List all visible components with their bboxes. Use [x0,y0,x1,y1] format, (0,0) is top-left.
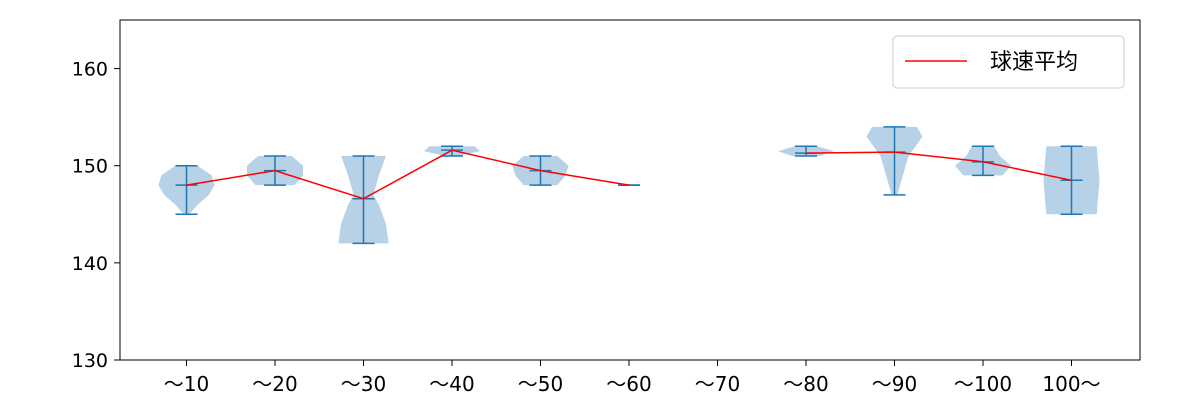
x-axis: ～10 ～20 ～30 ～40 ～50 ～60 ～70 ～80 ～90 ～100 100～ [164,360,1101,396]
y-tick-label-160: 160 [72,59,108,81]
x-tick-label-7: ～80 [783,372,828,396]
x-tick-label-4: ～50 [518,372,563,396]
x-tick-label-3: ～40 [429,372,474,396]
mean-line-segment-1 [805,151,1072,182]
x-tick-label-2: ～30 [341,372,386,396]
mean-line-segment-0 [186,149,630,200]
x-tick-label-5: ～60 [606,372,651,396]
y-axis: 130 140 150 160 [72,59,120,372]
y-tick-label-130: 130 [72,350,108,372]
x-tick-label-9: ～100 [954,372,1012,396]
plot-area-frame [119,19,1141,361]
legend: 球速平均 [892,35,1125,89]
whisker-layer [175,126,1083,245]
y-tick-label-150: 150 [72,156,108,178]
legend-box [892,35,1125,89]
x-tick-label-6: ～70 [695,372,740,396]
x-tick-label-8: ～90 [872,372,917,396]
y-tick-label-140: 140 [72,253,108,275]
x-tick-label-0: ～10 [164,372,209,396]
x-tick-label-1: ～20 [252,372,297,396]
legend-label-mean: 球速平均 [990,50,1078,75]
x-tick-label-10: 100～ [1042,372,1100,396]
mean-line-layer [186,149,1072,200]
